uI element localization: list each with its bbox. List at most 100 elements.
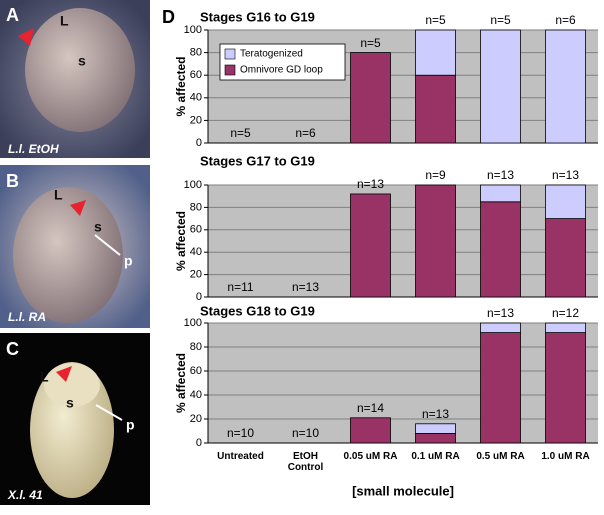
arrowhead [70,200,86,216]
y-axis-label: % affected [174,211,188,271]
y-tick-label: 80 [190,341,202,353]
legend-swatch [224,48,236,60]
arrowhead [56,366,72,382]
n-label: n=11 [227,280,253,294]
bar-segment [480,322,521,334]
y-tick-label: 0 [196,437,202,449]
n-label: n=13 [487,306,514,320]
y-tick-label: 0 [196,137,202,149]
n-label: n=5 [230,126,251,140]
photo-caption: L.l. RA [8,310,46,324]
n-label: n=13 [487,168,514,182]
photo-label: p [126,417,135,433]
bar-segment [480,184,521,203]
bar-segment [415,29,456,76]
x-tick-label-box: 0.5 uM RA [476,451,525,462]
y-tick-label: 100 [184,317,202,329]
x-tick-label: 1.0 uM RA [541,451,590,462]
photo-caption: L.l. EtOH [8,142,59,156]
y-tick-label: 60 [190,69,202,81]
photo-label: p [124,253,133,269]
n-label: n=6 [555,13,576,27]
y-tick-label: 40 [190,92,202,104]
panel-label: A [6,5,19,25]
bar-segment [415,423,456,434]
x-tick-label-box: Untreated [217,451,264,462]
photo-label: L [40,369,49,385]
bar-segment [480,29,521,144]
y-tick-label: 100 [184,24,202,36]
y-tick-label: 80 [190,201,202,213]
n-label: n=10 [292,426,319,440]
y-tick-label: 20 [190,413,202,425]
chart-title: Stages G18 to G19 [200,303,315,318]
y-tick-label: 0 [196,291,202,303]
bar-segment [350,52,391,144]
n-label: n=10 [227,426,254,440]
y-tick-label: 20 [190,269,202,281]
plot-area [208,323,598,443]
n-label: n=13 [552,168,579,182]
panel-label: D [162,7,175,27]
photo-label: s [66,395,74,411]
x-tick-label-box: 0.05 uM RA [343,451,398,462]
x-tick-label: 0.5 uM RA [476,451,525,462]
chart-title: Stages G16 to G19 [200,9,315,24]
bar-segment [480,332,521,444]
bar-segment [415,432,456,444]
n-label: n=9 [425,168,446,182]
photo-label: L [54,187,63,203]
bar-segment [545,322,586,334]
pointer [95,404,123,421]
legend-swatch [224,64,236,76]
legend-label: Teratogenized [240,49,303,60]
photo-label: s [78,53,86,69]
bar-segment [480,201,521,298]
legend-label: Omnivore GD loop [240,65,323,76]
y-axis-label: % affected [174,56,188,116]
bar-segment [545,29,586,144]
x-tick-label: 0.05 uM RA [343,451,398,462]
bar-segment [350,417,391,444]
embryo [25,8,135,132]
y-tick-label: 40 [190,246,202,258]
n-label: n=5 [490,13,511,27]
y-tick-label: 20 [190,114,202,126]
embryo [13,187,123,323]
n-label: n=5 [360,36,381,50]
y-axis-label: % affected [174,353,188,413]
bar-segment [350,193,391,298]
panel-label: B [6,171,19,191]
photo-label: s [94,219,102,235]
panel-label: C [6,339,19,359]
y-tick-label: 60 [190,365,202,377]
n-label: n=6 [295,126,316,140]
n-label: n=13 [422,407,449,421]
bar-segment [415,184,456,298]
x-tick-label-box: 1.0 uM RA [541,451,590,462]
y-tick-label: 80 [190,47,202,59]
pointer [94,234,121,256]
n-label: n=5 [425,13,446,27]
x-tick-label: EtOH Control [287,451,324,473]
bar-segment [545,184,586,219]
n-label: n=12 [552,306,579,320]
bar-segment [415,74,456,144]
photo-label: L [60,13,69,29]
n-label: n=13 [292,280,319,294]
x-tick-label: 0.1 uM RA [411,451,460,462]
plot-area [208,185,598,297]
arrowhead [18,28,34,46]
x-tick-label: Untreated [217,451,264,462]
n-label: n=14 [357,401,384,415]
x-tick-label-box: EtOH Control [287,451,324,473]
n-label: n=13 [357,177,384,191]
chart-title: Stages G17 to G19 [200,153,315,168]
y-tick-label: 60 [190,224,202,236]
bar-segment [545,218,586,298]
x-tick-label-box: 0.1 uM RA [411,451,460,462]
y-tick-label: 40 [190,389,202,401]
legend-box [219,43,346,81]
x-axis-label: [small molecule] [352,483,454,498]
